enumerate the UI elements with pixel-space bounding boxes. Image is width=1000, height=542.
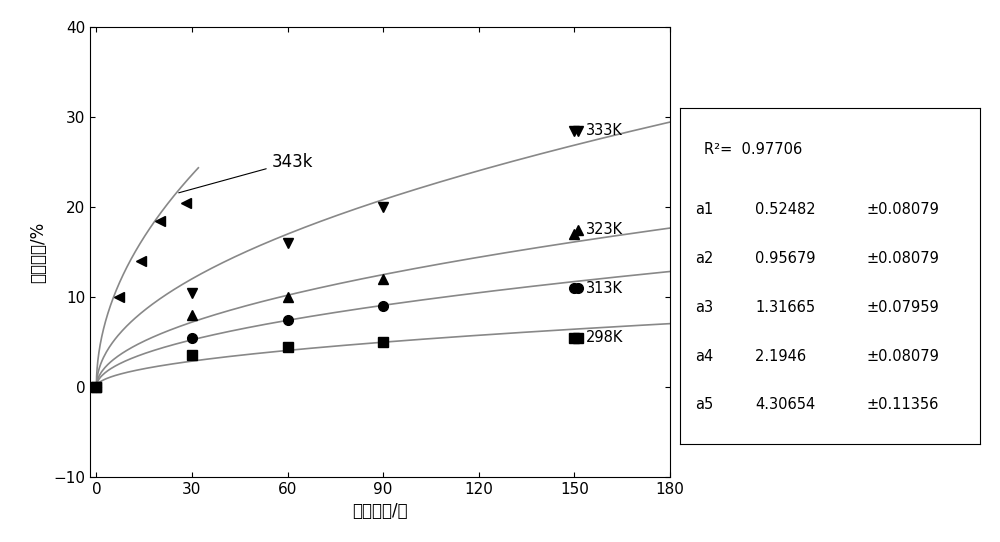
Text: ±0.07959: ±0.07959: [866, 300, 939, 315]
Text: 333K: 333K: [586, 123, 622, 138]
Text: a5: a5: [695, 397, 713, 412]
Text: 0.52482: 0.52482: [755, 203, 816, 217]
Text: 0.95679: 0.95679: [755, 251, 816, 266]
Text: 313K: 313K: [586, 281, 623, 295]
Text: ±0.08079: ±0.08079: [866, 203, 939, 217]
Text: a3: a3: [695, 300, 713, 315]
Text: a1: a1: [695, 203, 713, 217]
Text: a2: a2: [695, 251, 713, 266]
Text: 2.1946: 2.1946: [755, 349, 811, 364]
Text: 343k: 343k: [179, 152, 313, 193]
Text: R²=  0.97706: R²= 0.97706: [704, 142, 802, 157]
Y-axis label: 容量损失/%: 容量损失/%: [30, 221, 48, 283]
Text: ±0.08079: ±0.08079: [866, 251, 939, 266]
Text: 1.31665: 1.31665: [755, 300, 815, 315]
Text: 4.30654: 4.30654: [755, 397, 815, 412]
Text: 298K: 298K: [586, 330, 623, 345]
Text: a4: a4: [695, 349, 713, 364]
X-axis label: 存储时间/天: 存储时间/天: [352, 502, 408, 520]
Text: ±0.08079: ±0.08079: [866, 349, 939, 364]
Text: 323K: 323K: [586, 222, 623, 237]
Text: ±0.11356: ±0.11356: [866, 397, 938, 412]
